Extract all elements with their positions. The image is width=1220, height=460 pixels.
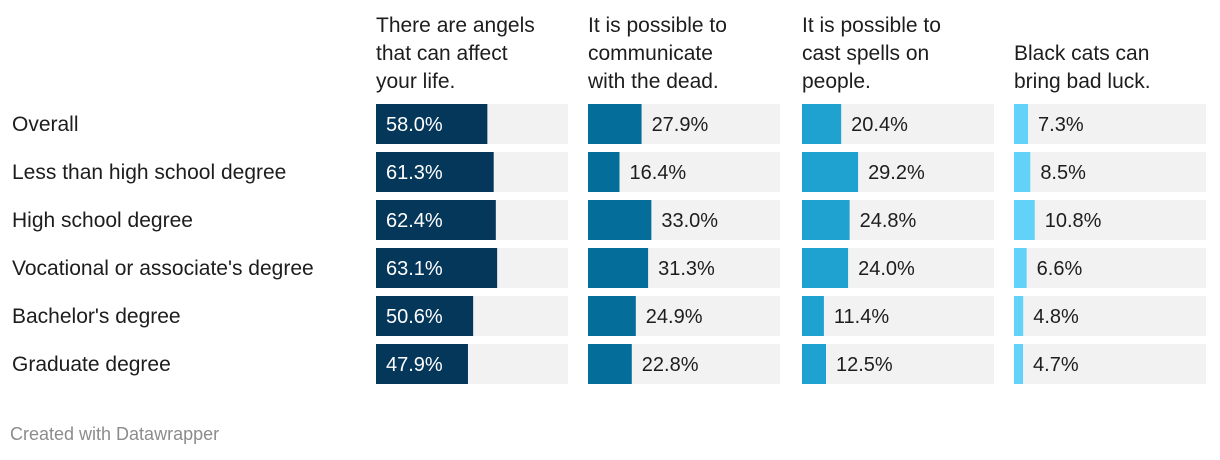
bar <box>588 296 636 336</box>
row-label: Less than high school degree <box>12 161 286 184</box>
data-label: 12.5% <box>836 354 893 376</box>
bar-track <box>1014 296 1206 336</box>
data-label: 16.4% <box>629 162 686 184</box>
bar-track <box>802 296 994 336</box>
footer-credit[interactable]: Created with Datawrapper <box>10 424 220 444</box>
data-label: 63.1% <box>386 258 443 280</box>
data-label: 7.3% <box>1038 114 1084 136</box>
data-label: 4.7% <box>1033 354 1079 376</box>
bar <box>376 152 494 192</box>
bar-track <box>1014 248 1206 288</box>
column-title: communicate <box>588 42 713 65</box>
data-label: 50.6% <box>386 306 443 328</box>
column-title: There are angels <box>376 14 535 37</box>
data-label: 24.8% <box>860 210 917 232</box>
data-label: 27.9% <box>652 114 709 136</box>
data-label: 6.6% <box>1037 258 1083 280</box>
data-label: 10.8% <box>1045 210 1102 232</box>
data-label: 20.4% <box>851 114 908 136</box>
data-label: 31.3% <box>658 258 715 280</box>
bar <box>802 296 824 336</box>
column-title: bring bad luck. <box>1014 70 1151 93</box>
bar-track <box>1014 152 1206 192</box>
column-title: your life. <box>376 70 455 93</box>
bar <box>802 200 850 240</box>
row-label: Vocational or associate's degree <box>12 257 314 280</box>
column-title: It is possible to <box>802 14 941 37</box>
data-label: 22.8% <box>642 354 699 376</box>
data-label: 62.4% <box>386 210 443 232</box>
bar <box>1014 248 1027 288</box>
bar <box>1014 152 1031 192</box>
bar <box>376 248 498 288</box>
bar <box>802 344 826 384</box>
bar <box>376 200 496 240</box>
column-title: people. <box>802 70 871 93</box>
bar <box>588 200 652 240</box>
bar-track <box>1014 200 1206 240</box>
bar-track <box>1014 104 1206 144</box>
data-label: 47.9% <box>386 354 443 376</box>
bar <box>376 296 474 336</box>
column-title: with the dead. <box>587 70 719 93</box>
data-label: 29.2% <box>868 162 925 184</box>
data-label: 61.3% <box>386 162 443 184</box>
bar <box>588 344 632 384</box>
row-label: Graduate degree <box>12 353 171 376</box>
data-label: 24.0% <box>858 258 915 280</box>
column-title: It is possible to <box>588 14 727 37</box>
bar <box>1014 344 1024 384</box>
bar <box>588 248 649 288</box>
data-label: 4.8% <box>1033 306 1079 328</box>
bar <box>1014 200 1035 240</box>
bar <box>802 248 849 288</box>
data-label: 58.0% <box>386 114 443 136</box>
row-label: Overall <box>12 113 79 136</box>
column-title: cast spells on <box>802 42 929 65</box>
bar <box>588 152 620 192</box>
column-title: Black cats can <box>1014 42 1149 65</box>
bar-track <box>1014 344 1206 384</box>
column-title: that can affect <box>376 42 508 65</box>
bar <box>376 104 488 144</box>
data-label: 11.4% <box>834 306 889 328</box>
row-label: Bachelor's degree <box>12 305 181 328</box>
row-label: High school degree <box>12 209 193 232</box>
data-label: 33.0% <box>661 210 718 232</box>
data-label: 8.5% <box>1040 162 1086 184</box>
bar <box>802 104 842 144</box>
bar <box>802 152 859 192</box>
data-label: 24.9% <box>646 306 703 328</box>
bar-track <box>802 344 994 384</box>
bar-track <box>588 152 780 192</box>
bar <box>376 344 468 384</box>
bar <box>588 104 642 144</box>
bar <box>1014 296 1024 336</box>
bar <box>1014 104 1029 144</box>
